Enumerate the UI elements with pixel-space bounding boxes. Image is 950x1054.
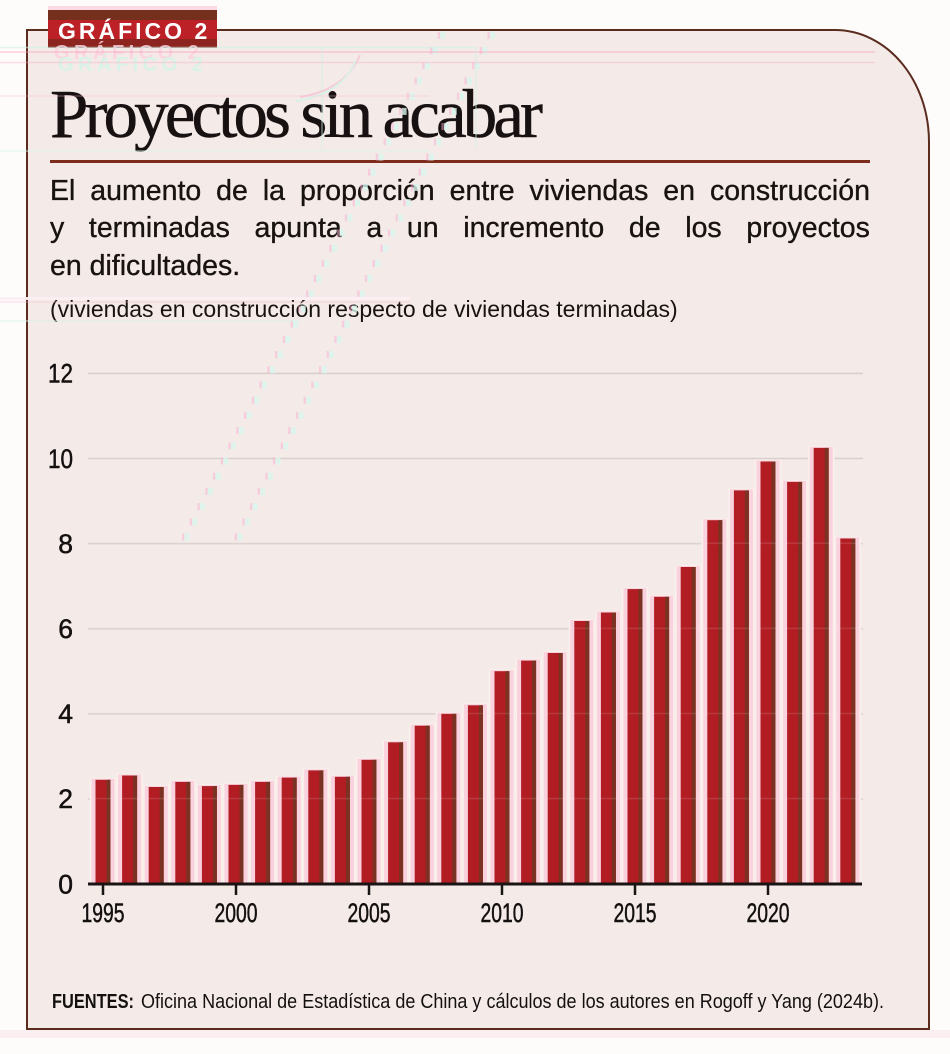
svg-text:2005: 2005 — [348, 898, 391, 928]
svg-text:0: 0 — [58, 869, 73, 899]
svg-text:FUENTES:: FUENTES: — [52, 991, 134, 1013]
svg-text:2: 2 — [58, 784, 73, 814]
svg-text:10: 10 — [48, 444, 73, 474]
svg-text:4: 4 — [58, 699, 73, 729]
svg-text:2010: 2010 — [481, 898, 524, 928]
svg-text:8: 8 — [58, 529, 73, 559]
svg-text:2000: 2000 — [215, 898, 258, 928]
svg-text:6: 6 — [58, 614, 73, 644]
svg-text:1995: 1995 — [82, 898, 125, 928]
svg-text:2020: 2020 — [747, 898, 790, 928]
svg-text:2015: 2015 — [614, 898, 657, 928]
svg-text:12: 12 — [48, 359, 73, 389]
svg-text:Oficina Nacional de Estadístic: Oficina Nacional de Estadística de China… — [141, 991, 884, 1013]
svg-text:GRÁFICO 2: GRÁFICO 2 — [58, 53, 207, 76]
